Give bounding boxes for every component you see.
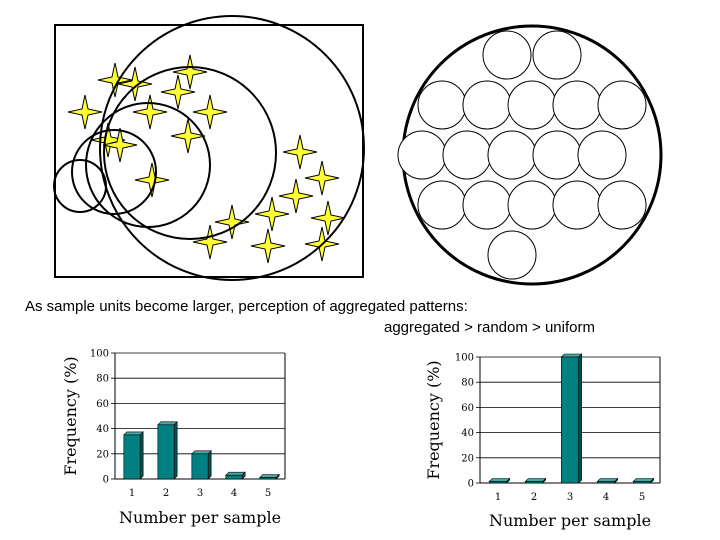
uniform-sample-circle <box>442 130 492 180</box>
star-point <box>254 196 290 232</box>
uniform-pattern <box>397 24 663 286</box>
star-point <box>132 94 168 130</box>
caption-line-1: As sample units become larger, perceptio… <box>25 298 468 315</box>
y-tick-label: 60 <box>96 399 109 410</box>
uniform-sample-circle <box>552 80 602 130</box>
star-point <box>160 74 196 110</box>
x-tick-label: 5 <box>639 492 645 503</box>
star-point <box>170 118 206 154</box>
star-point <box>97 62 133 98</box>
y-tick-label: 40 <box>461 428 474 439</box>
x-tick-label: 4 <box>603 492 609 503</box>
bar <box>560 353 583 484</box>
star-point <box>134 162 170 198</box>
uniform-sample-circle <box>482 30 532 80</box>
star-point <box>102 127 138 163</box>
x-tick-label: 5 <box>265 488 271 499</box>
x-tick-label: 2 <box>531 492 537 503</box>
star-point <box>67 94 103 130</box>
bar <box>596 477 619 484</box>
uniform-sample-circle <box>417 180 467 230</box>
uniform-sample-circle <box>597 80 647 130</box>
uniform-sample-circle <box>597 180 647 230</box>
star-point <box>214 204 250 240</box>
x-tick-label: 1 <box>495 492 501 503</box>
bar <box>191 450 212 480</box>
y-tick-label: 80 <box>461 378 474 389</box>
x-tick-label: 2 <box>163 488 169 499</box>
uniform-sample-circle <box>487 230 537 280</box>
x-tick-label: 1 <box>129 488 135 499</box>
y-tick-label: 80 <box>96 374 109 385</box>
uniform-sample-circle <box>417 80 467 130</box>
uniform-sample-circle <box>577 130 627 180</box>
bar <box>632 477 655 484</box>
star-point <box>172 54 208 90</box>
sample-unit-xl <box>99 15 365 281</box>
uniform-sample-circle <box>462 80 512 130</box>
sample-unit-circles <box>53 15 365 281</box>
star-point <box>278 178 314 214</box>
bar <box>123 431 144 480</box>
aggregated-stars <box>67 54 346 264</box>
y-tick-label: 20 <box>96 449 109 460</box>
uniform-sample-circle <box>532 30 582 80</box>
star-point <box>192 224 228 260</box>
uniform-sample-circle <box>552 180 602 230</box>
sample-unit-s <box>71 129 157 215</box>
frequency-chart-aggregated: 0 20 40 60 80 100 1 2 3 4 5 Number per sample Freque… <box>61 349 286 527</box>
uniform-sample-circle <box>462 180 512 230</box>
uniform-sample-circle <box>507 180 557 230</box>
star-point <box>250 228 286 264</box>
y-axis-label: Frequency (%) <box>424 360 443 479</box>
uniform-sample-circle <box>397 130 447 180</box>
x-axis-label: Number per sample <box>119 508 281 527</box>
bar <box>524 477 547 484</box>
star-point <box>310 200 346 236</box>
y-tick-label: 20 <box>461 453 474 464</box>
bar <box>157 421 178 480</box>
y-tick-label: 60 <box>461 403 474 414</box>
bar <box>225 471 246 480</box>
bar <box>488 477 511 484</box>
y-tick-label: 0 <box>468 479 474 490</box>
bar <box>259 473 280 480</box>
y-axis-label: Frequency (%) <box>61 356 80 475</box>
y-tick-label: 40 <box>96 424 109 435</box>
star-point <box>192 94 228 130</box>
star-point <box>304 160 340 196</box>
y-tick-label: 100 <box>455 353 474 364</box>
x-tick-label: 3 <box>567 492 573 503</box>
y-tick-label: 100 <box>90 349 109 360</box>
x-tick-label: 3 <box>197 488 203 499</box>
uniform-sample-circle <box>507 80 557 130</box>
uniform-sample-circle <box>487 130 537 180</box>
x-tick-label: 4 <box>231 488 237 499</box>
y-tick-label: 0 <box>103 475 109 486</box>
sampling-diagram <box>53 15 663 286</box>
sample-unit-l <box>103 66 277 240</box>
caption-line-2: aggregated > random > uniform <box>384 319 595 336</box>
frequency-chart-uniform: 0 20 40 60 80 100 1 2 3 4 5 Number per sample Freque… <box>424 353 661 530</box>
star-point <box>282 134 318 170</box>
x-axis-label: Number per sample <box>489 511 651 530</box>
uniform-sample-circle <box>532 130 582 180</box>
